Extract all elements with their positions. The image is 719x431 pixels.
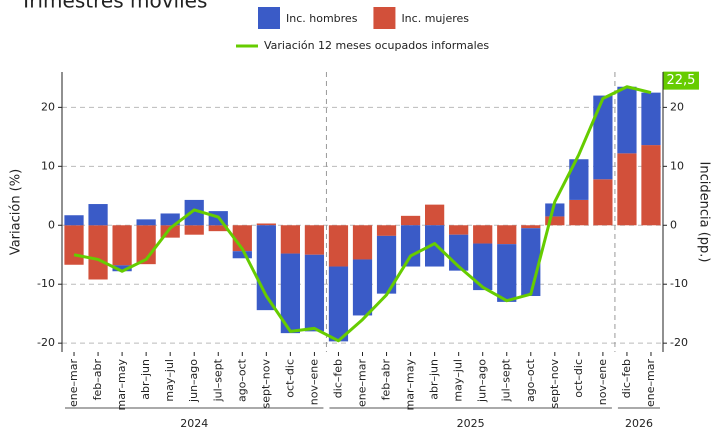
bar <box>641 145 661 226</box>
bar <box>497 225 517 245</box>
y2-tick-label: -10 <box>670 277 688 290</box>
bar <box>184 225 204 235</box>
y2-axis-title: Incidencia (pp.) <box>697 162 712 263</box>
x-tick-label: oct–dic <box>283 359 296 398</box>
x-tick-label: jun–ago <box>476 359 489 403</box>
y-tick-label: 0 <box>48 218 55 231</box>
x-tick-label: ene–mar <box>67 359 80 407</box>
x-tick-label: jul–sept <box>211 358 224 402</box>
bar <box>593 179 613 226</box>
bar <box>280 253 300 334</box>
y2-tick-label: -20 <box>670 336 688 349</box>
x-tick-label: oct–dic <box>572 359 585 398</box>
bar <box>425 225 445 267</box>
group-label: 2024 <box>180 417 208 430</box>
bar <box>112 265 132 272</box>
x-tick-label: sept–nov <box>259 359 272 409</box>
bar <box>328 266 349 342</box>
bar <box>208 225 228 232</box>
x-tick-label: ene–mar <box>644 359 657 407</box>
bar <box>280 225 300 254</box>
y2-tick-label: 20 <box>670 100 684 113</box>
x-tick-label: ene–mar <box>356 359 369 407</box>
bar <box>184 199 204 226</box>
y-tick-label: 10 <box>41 159 55 172</box>
bar <box>304 254 325 332</box>
x-tick-label: sept–nov <box>548 359 561 409</box>
x-tick-label: jul–sept <box>500 358 513 402</box>
x-tick-label: abr–jun <box>139 359 152 400</box>
y-tick-label: -20 <box>37 336 55 349</box>
x-tick-label: mar–may <box>115 359 128 411</box>
bar <box>449 225 469 235</box>
bar <box>64 215 84 226</box>
chart-title: Trimestres móviles <box>19 0 207 13</box>
bar <box>64 225 84 265</box>
bar <box>376 235 397 294</box>
bar <box>352 259 373 316</box>
group-label: 2026 <box>625 417 653 430</box>
bar <box>88 225 108 280</box>
y-tick-label: 20 <box>41 100 55 113</box>
bar <box>521 228 541 296</box>
bar <box>473 243 493 291</box>
bar <box>617 153 637 226</box>
x-tick-label: nov–ene <box>596 359 609 405</box>
y-tick-label: -10 <box>37 277 55 290</box>
bar <box>425 204 445 226</box>
legend-swatch <box>373 7 396 29</box>
legend-label: Inc. mujeres <box>401 12 469 25</box>
x-tick-label: jun–ago <box>187 359 200 403</box>
line <box>73 85 652 343</box>
x-tick-label: feb–abr <box>380 359 393 401</box>
x-tick-label: abr–jun <box>428 359 441 400</box>
bar <box>545 203 565 217</box>
bar <box>473 225 493 244</box>
legend-swatch <box>258 7 280 29</box>
bar <box>376 225 397 236</box>
bar <box>521 225 541 229</box>
group-label: 2025 <box>457 417 485 430</box>
x-tick-label: mar–may <box>404 359 417 411</box>
legend-label: Inc. hombres <box>286 12 358 25</box>
bar <box>400 215 421 226</box>
x-tick-label: dic–feb <box>331 359 344 398</box>
x-tick-label: may–jul <box>163 359 176 402</box>
value-label-box <box>662 71 699 90</box>
bar <box>304 225 325 255</box>
bar <box>545 216 565 226</box>
x-tick-label: ago–oct <box>524 358 537 402</box>
x-tick-label: nov–ene <box>307 359 320 405</box>
y-axis-title: Variación (%) <box>9 169 24 255</box>
bar <box>352 225 373 260</box>
bar <box>641 92 661 146</box>
x-tick-label: may–jul <box>452 359 465 402</box>
bar <box>136 219 156 226</box>
bar <box>593 95 613 180</box>
bar <box>232 251 252 259</box>
bar <box>256 223 276 226</box>
bar <box>160 213 180 226</box>
legend-label: Variación 12 meses ocupados informales <box>264 39 489 52</box>
x-tick-label: dic–feb <box>620 359 633 398</box>
bar <box>497 244 517 302</box>
value-label: 22,5 <box>667 73 696 88</box>
bar <box>569 159 589 200</box>
bar <box>88 204 108 226</box>
bar <box>617 86 637 154</box>
bar <box>328 225 349 267</box>
bar <box>400 225 421 267</box>
x-tick-label: feb–abr <box>91 359 104 401</box>
bar <box>569 199 589 226</box>
bar <box>112 225 132 266</box>
y2-tick-label: 0 <box>670 218 677 231</box>
y2-tick-label: 10 <box>670 159 684 172</box>
x-tick-label: ago–oct <box>235 358 248 402</box>
